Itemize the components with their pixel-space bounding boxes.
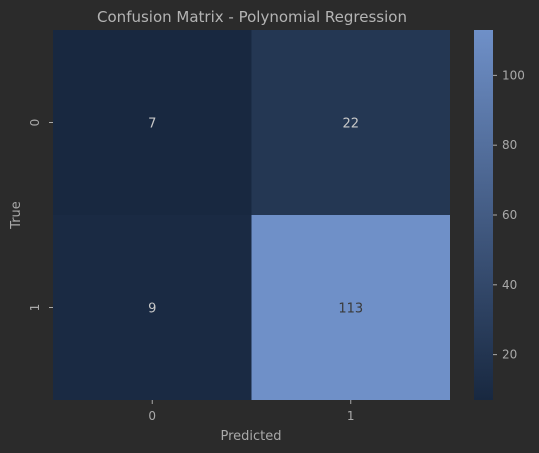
chart-title: Confusion Matrix - Polynomial Regression: [97, 8, 407, 26]
cell-value-label: 22: [342, 117, 359, 132]
y-tick-label: 0: [28, 119, 42, 127]
heatmap-cell-0-1: [251, 30, 450, 215]
colorbar-tick-label: 100: [502, 68, 525, 82]
heatmap-cells: [53, 30, 450, 400]
cell-value-label: 9: [148, 302, 156, 317]
y-axis-label: True: [9, 201, 24, 230]
heatmap-cell-1-0: [53, 215, 252, 400]
colorbar-ticks: 20 40 60 80 100: [493, 68, 525, 362]
colorbar-tick-label: 40: [502, 278, 517, 292]
colorbar-tick-label: 80: [502, 138, 517, 152]
cell-value-label: 113: [338, 302, 363, 317]
y-tick-label: 1: [28, 304, 42, 312]
y-axis-ticks: 01: [28, 119, 53, 312]
heatmap-cell-1-1: [251, 215, 450, 400]
heatmap-cell-labels: 7 22 9 113: [148, 117, 363, 317]
colorbar: [474, 30, 493, 400]
colorbar-tick-label: 60: [502, 208, 517, 222]
heatmap-cell-0-0: [53, 30, 252, 215]
x-tick-label: 1: [347, 409, 355, 423]
x-axis-label: Predicted: [220, 429, 281, 444]
colorbar-tick-label: 20: [502, 348, 517, 362]
cell-value-label: 7: [148, 117, 156, 132]
x-tick-label: 0: [148, 409, 156, 423]
